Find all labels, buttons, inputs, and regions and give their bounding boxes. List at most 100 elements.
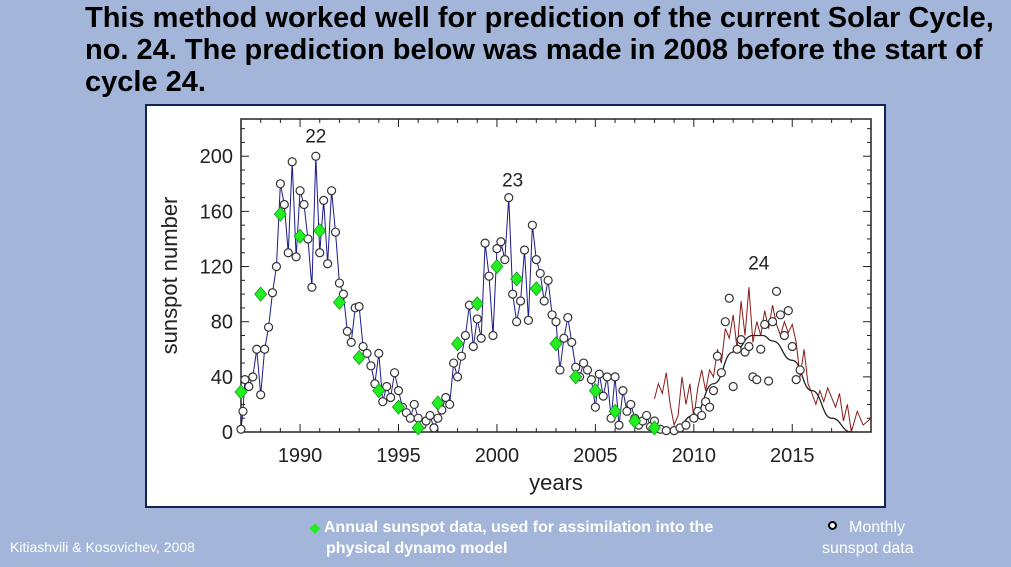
annual-point (313, 223, 327, 239)
monthly-point (681, 420, 691, 430)
monthly-point (472, 314, 482, 324)
monthly-point (779, 330, 789, 341)
monthly-point (326, 186, 337, 196)
monthly-point (236, 424, 246, 434)
cycle24-observed-line (653, 287, 872, 433)
legend-annual-line1: Annual sunspot data, used for assimilati… (323, 519, 714, 536)
monthly-point (712, 351, 723, 361)
monthly-point (299, 199, 309, 210)
monthly-point (551, 317, 561, 327)
monthly-point (610, 372, 620, 382)
plot-frame (240, 118, 872, 433)
open-circle-icon (828, 521, 837, 530)
annual-point (293, 228, 307, 244)
monthly-point (307, 282, 317, 292)
annual-point (332, 294, 346, 311)
monthly-point (626, 399, 636, 410)
monthly-point (492, 244, 502, 254)
annual-point (451, 336, 465, 352)
monthly-point (260, 344, 270, 354)
monthly-point (559, 333, 569, 343)
annual-point (234, 384, 248, 400)
monthly-point (449, 358, 459, 368)
annual-point (431, 395, 445, 411)
monthly-point (771, 286, 782, 296)
monthly-point (323, 259, 333, 269)
monthly-point (590, 402, 600, 412)
annual-point (490, 258, 504, 275)
monthly-point (460, 330, 471, 341)
monthly-point (267, 288, 278, 298)
monthly-point (523, 315, 534, 325)
x-tick-label: 2015 (770, 445, 815, 467)
monthly-point (334, 278, 345, 288)
sunspot-chart: 1990 1995 2000 2005 2010 2015 0 40 80 120 160 200 ye… (145, 104, 886, 508)
monthly-point (563, 312, 573, 323)
monthly-point (283, 248, 293, 258)
monthly-point (578, 358, 589, 368)
monthly-point (504, 192, 514, 203)
monthly-point (445, 399, 455, 410)
annual-point (352, 349, 366, 366)
monthly-point (386, 392, 396, 403)
y-axis-label: sunspot number (157, 197, 182, 355)
monthly-point (697, 410, 707, 421)
x-tick-label: 1990 (278, 445, 323, 467)
legend-monthly: Monthly sunspot data (822, 517, 914, 559)
annual-point (549, 336, 563, 352)
monthly-point (433, 413, 443, 423)
monthly-point (409, 399, 419, 410)
monthly-point (543, 275, 553, 285)
monthly-point (547, 310, 557, 320)
annual-point (510, 271, 524, 287)
monthly-point (366, 361, 376, 371)
monthly-point (374, 348, 384, 359)
monthly-point (598, 391, 608, 401)
monthly-point (661, 426, 671, 436)
annual-point (608, 403, 622, 419)
monthly-point (319, 195, 329, 205)
legend-annual: ◆ Annual sunspot data, used for assimila… (310, 517, 713, 559)
monthly-point (515, 296, 526, 306)
monthly-point (488, 330, 498, 341)
y-tick-label: 200 (200, 146, 233, 168)
y-tick-label: 40 (211, 367, 233, 389)
monthly-point (256, 390, 266, 400)
monthly-point (689, 413, 699, 423)
monthly-point (330, 227, 341, 237)
annual-point (647, 420, 661, 436)
monthly-point (480, 238, 490, 248)
monthly-point (248, 372, 258, 382)
monthly-point (441, 392, 451, 403)
monthly-point (736, 335, 746, 345)
monthly-point (252, 344, 262, 354)
monthly-point (382, 381, 392, 392)
monthly-point (500, 255, 510, 265)
monthly-point (496, 237, 506, 247)
monthly-point (338, 289, 348, 299)
monthly-point (567, 337, 577, 347)
monthly-point (783, 306, 793, 316)
annual-point (391, 399, 406, 415)
x-tick-label: 1995 (376, 445, 421, 467)
y-tick-label: 0 (222, 422, 233, 444)
annual-point (470, 296, 484, 312)
annual-point (628, 413, 642, 429)
monthly-point (358, 341, 368, 352)
monthly-point (708, 386, 719, 396)
monthly-point (535, 268, 545, 279)
citation: Kitiashvili & Kosovichev, 2008 (10, 539, 195, 555)
annual-point (569, 369, 583, 385)
monthly-point (484, 271, 494, 281)
monthly-point (641, 410, 652, 421)
monthly-point (315, 248, 325, 258)
x-tick-label: 2010 (672, 445, 717, 467)
annual-point (273, 206, 287, 222)
monthly-point (752, 375, 762, 385)
monthly-point (271, 261, 282, 272)
x-tick-label: 2005 (573, 445, 618, 467)
monthly-point (618, 386, 628, 396)
monthly-point (240, 375, 250, 385)
monthly-point (531, 255, 541, 265)
monthly-point (760, 319, 770, 330)
